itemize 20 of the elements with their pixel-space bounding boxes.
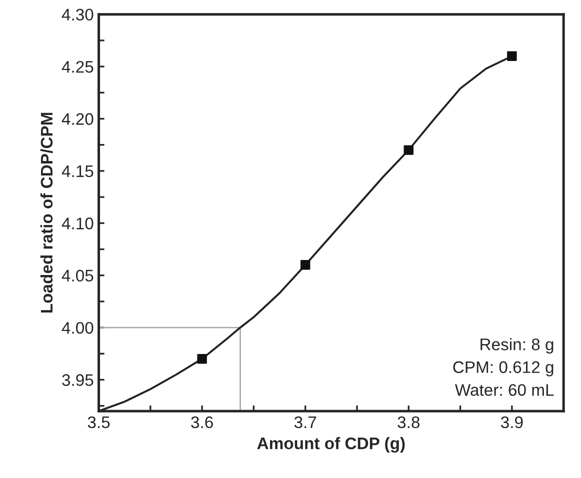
point bbox=[507, 51, 517, 61]
annotation: Resin: 8 g CPM: 0.612 g Water: 60 mL bbox=[453, 338, 554, 396]
point bbox=[404, 145, 414, 155]
text: 4.00 bbox=[62, 322, 94, 334]
y-axis-title: Loaded ratio of CDP/CPM bbox=[40, 112, 53, 313]
text: 4.20 bbox=[62, 113, 94, 125]
y-tick-label: 4.25 bbox=[62, 60, 94, 73]
y-tick-label: 4.15 bbox=[62, 166, 94, 178]
x-tick-label: 3.9 bbox=[500, 416, 523, 428]
y-tick-label: 4.05 bbox=[62, 270, 94, 282]
text: 4.30 bbox=[62, 8, 94, 21]
x-tick-label: 3.5 bbox=[88, 416, 110, 428]
x-tick-label: 3.8 bbox=[398, 416, 420, 428]
point bbox=[197, 354, 207, 364]
text: 4.10 bbox=[62, 218, 94, 230]
point bbox=[300, 260, 310, 270]
y-tick-label: 3.95 bbox=[62, 374, 94, 386]
x-tick-label: 3.6 bbox=[191, 416, 213, 428]
x-tick-label: 3.7 bbox=[294, 416, 316, 428]
x-axis-title: Amount of CDP (g) bbox=[257, 437, 405, 453]
